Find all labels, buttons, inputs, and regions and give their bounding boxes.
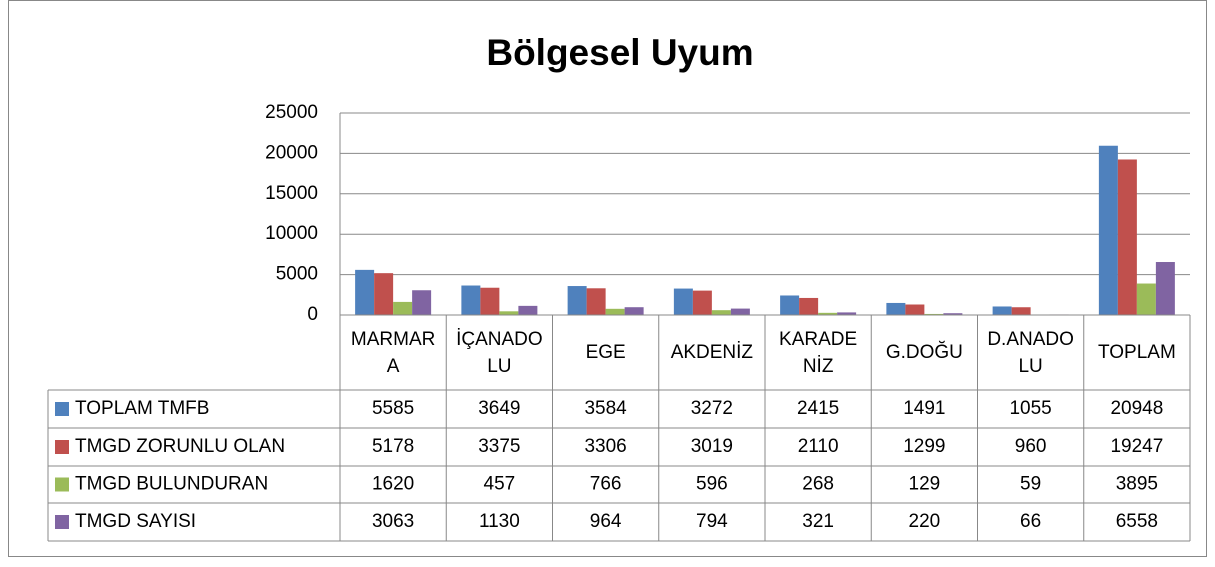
bar [1136, 283, 1156, 315]
bar [692, 290, 712, 315]
bar [355, 269, 375, 315]
table-value: 321 [802, 511, 834, 532]
bar [711, 310, 731, 315]
legend-swatch [55, 477, 69, 492]
table-value: 3649 [478, 398, 520, 419]
category-cell: MARMARA [350, 328, 436, 377]
y-tick-label: 5000 [276, 264, 318, 285]
y-tick-label: 0 [307, 304, 318, 325]
table-value: 1130 [479, 511, 520, 532]
table-value: 3272 [691, 398, 733, 419]
chart-frame [8, 0, 1207, 557]
category-cell: KARADENİZ [779, 328, 858, 377]
table-value: 6558 [1116, 511, 1158, 532]
x-tick-label: EGE [585, 342, 626, 363]
x-tick-label: MARMARA [350, 328, 436, 377]
category-cell: G.DOĞU [885, 342, 963, 363]
bar [567, 286, 587, 315]
table-value: 1299 [903, 436, 945, 457]
legend-label: TMGD SAYISI [75, 511, 196, 532]
table-value: 129 [909, 474, 941, 495]
table-value: 2110 [798, 436, 839, 457]
table-value: 5585 [372, 398, 414, 419]
table-value: 3019 [691, 436, 733, 457]
table-value: 20948 [1110, 398, 1163, 419]
bar [586, 288, 606, 315]
x-tick-label: İÇANADOLU [456, 328, 543, 377]
legend-label: TOPLAM TMFB [75, 398, 209, 419]
bar [1155, 262, 1175, 315]
table-value: 3063 [372, 511, 414, 532]
bar [780, 295, 800, 315]
bar [1117, 159, 1137, 315]
table-value: 964 [590, 511, 622, 532]
table-value: 1055 [1009, 398, 1051, 419]
bar [480, 287, 500, 315]
bar [412, 290, 432, 315]
legend-label: TMGD ZORUNLU OLAN [75, 436, 285, 457]
x-tick-label: TOPLAM [1097, 342, 1176, 363]
bar [624, 307, 644, 315]
bar [518, 305, 538, 315]
bar [992, 306, 1012, 315]
legend-swatch [55, 440, 69, 454]
bar [1011, 307, 1031, 315]
legend-swatch [55, 515, 69, 529]
bar [837, 312, 857, 315]
table-value: 3584 [584, 398, 627, 419]
bar [673, 288, 693, 315]
category-cell: EGE [585, 342, 626, 363]
table-value: 220 [909, 511, 941, 532]
bar [924, 313, 944, 315]
table-value: 960 [1015, 436, 1047, 457]
bar [374, 273, 394, 315]
bar [905, 304, 925, 315]
table-value: 19247 [1110, 436, 1163, 457]
bar [886, 302, 906, 315]
bar [943, 313, 963, 315]
bar [605, 308, 625, 315]
table-value: 268 [802, 474, 834, 495]
table-value: 1620 [372, 474, 414, 495]
y-tick-label: 10000 [265, 223, 318, 244]
bar [461, 285, 481, 315]
table-value: 66 [1020, 511, 1041, 532]
x-tick-label: AKDENİZ [670, 342, 754, 363]
table-value: 3375 [478, 436, 520, 457]
y-tick-label: 25000 [265, 102, 318, 123]
category-cell: AKDENİZ [670, 342, 754, 363]
chart-title: Bölgesel Uyum [486, 32, 753, 73]
table-value: 1491 [903, 398, 945, 419]
bar [799, 297, 819, 315]
category-cell: İÇANADOLU [456, 328, 543, 377]
table-value: 5178 [372, 436, 414, 457]
bar [1098, 145, 1118, 315]
legend-label: TMGD BULUNDURAN [75, 474, 268, 495]
y-tick-label: 20000 [265, 142, 318, 163]
x-tick-label: KARADENİZ [779, 328, 858, 377]
table-value: 794 [696, 511, 728, 532]
y-tick-label: 15000 [265, 183, 318, 204]
table-value: 457 [484, 474, 516, 495]
x-tick-label: G.DOĞU [885, 342, 963, 363]
category-cell: TOPLAM [1097, 342, 1176, 363]
table-value: 59 [1020, 474, 1041, 495]
table-value: 3895 [1116, 474, 1158, 495]
table-value: 3306 [584, 436, 626, 457]
table-value: 2415 [797, 398, 839, 419]
table-value: 766 [590, 474, 622, 495]
bar [818, 312, 838, 315]
legend-swatch [55, 402, 69, 416]
bar [499, 311, 519, 315]
table-value: 596 [696, 474, 728, 495]
bar [393, 301, 413, 315]
category-cell: D.ANADOLU [987, 328, 1074, 377]
bar [730, 308, 750, 315]
x-tick-label: D.ANADOLU [987, 328, 1074, 377]
